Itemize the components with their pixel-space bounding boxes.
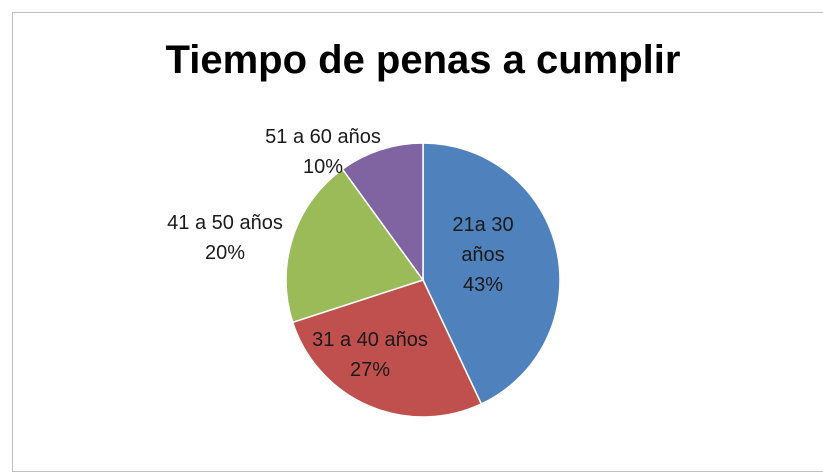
category-label: 51 a 60 años [265, 126, 381, 148]
pie-slice [285, 168, 425, 324]
pie-slice [291, 279, 483, 418]
data-label: 41 a 50 años 20% [155, 208, 295, 268]
value-label: 43% [462, 274, 504, 296]
category-label: 21a 30 años [452, 214, 514, 266]
pie-slice [341, 142, 424, 283]
category-label: 31 a 40 años [312, 329, 428, 351]
chart-title: Tiempo de penas a cumplir [165, 38, 681, 82]
pie-slice [422, 142, 561, 405]
value-label: 20% [204, 242, 246, 264]
category-label: 41 a 50 años [167, 212, 283, 234]
data-label: 51 a 60 años 10% [248, 122, 398, 182]
value-label: 27% [349, 359, 391, 381]
data-label: 21a 30 años 43% [436, 210, 531, 300]
data-label: 31 a 40 años 27% [295, 325, 445, 385]
value-label: 10% [302, 156, 344, 178]
